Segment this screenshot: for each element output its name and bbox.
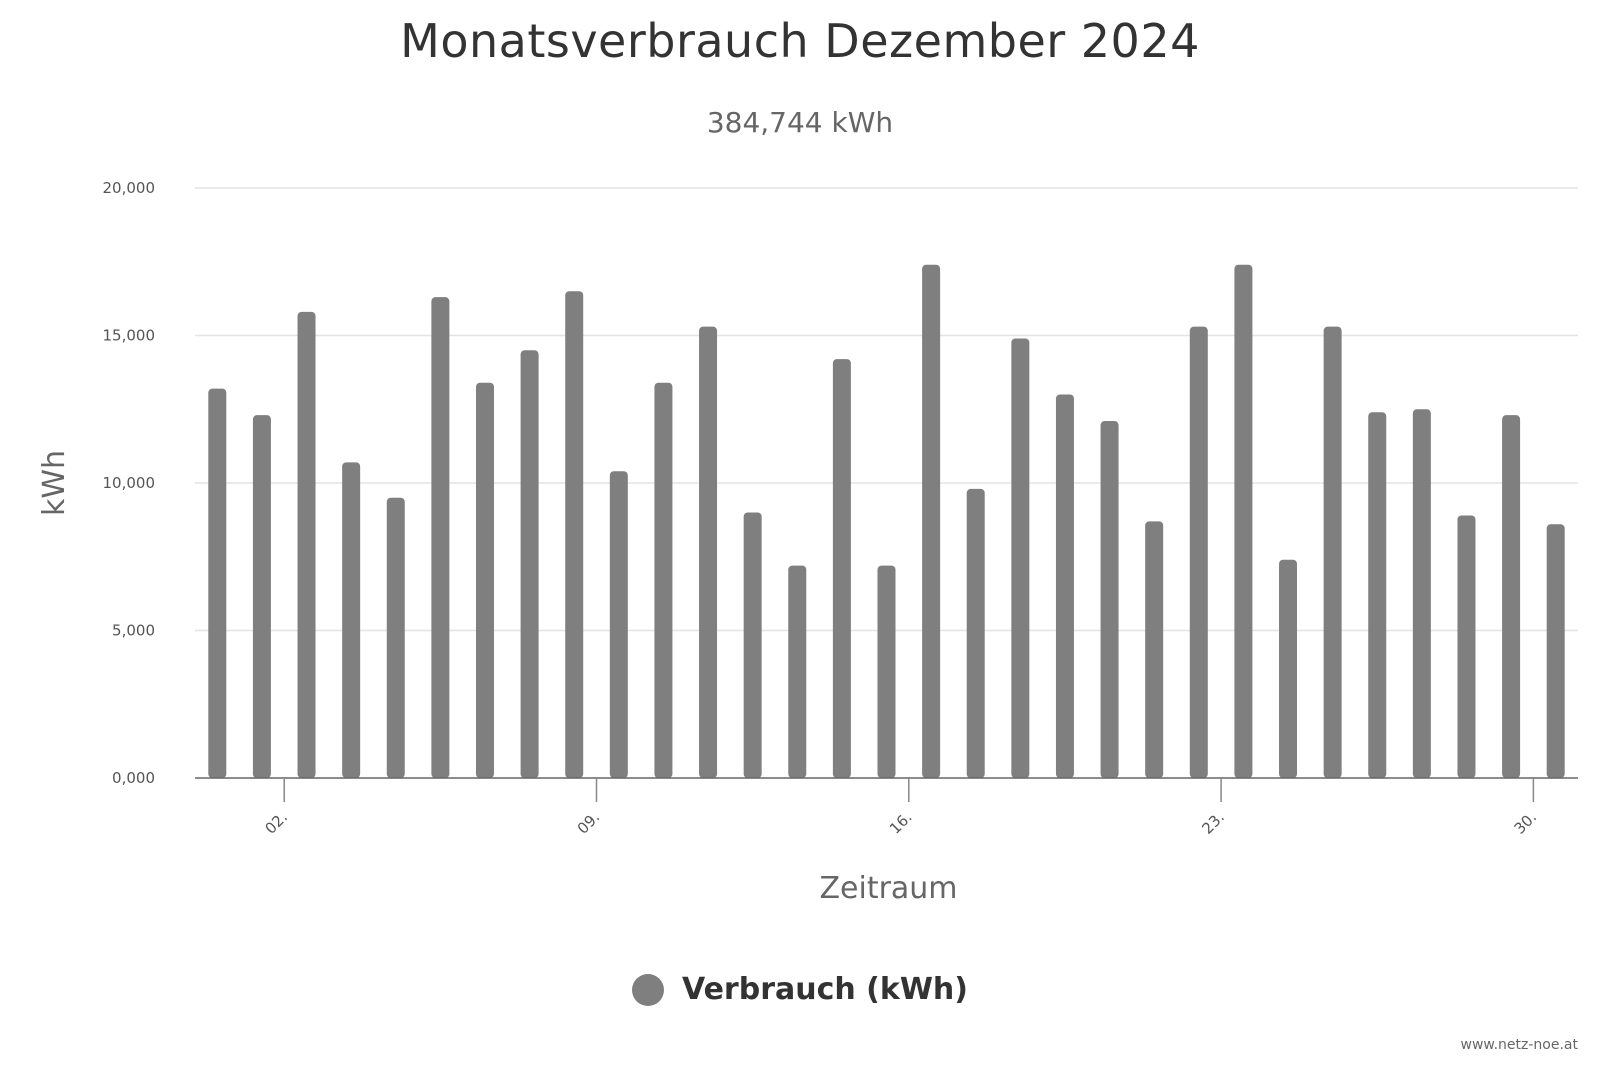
bar xyxy=(342,462,361,778)
bar xyxy=(386,497,405,778)
bar xyxy=(743,512,762,778)
bar xyxy=(966,488,985,778)
bar xyxy=(699,326,718,778)
x-tick-label: 30. xyxy=(1511,808,1541,838)
legend[interactable]: Verbrauch (kWh) xyxy=(0,972,1600,1007)
y-tick-label: 15,000 xyxy=(103,327,156,345)
bar xyxy=(877,565,896,778)
bar xyxy=(1457,515,1476,778)
y-tick-label: 0,000 xyxy=(112,769,155,787)
x-tick-label: 23. xyxy=(1198,808,1228,838)
bar xyxy=(1234,264,1253,778)
bar xyxy=(1055,394,1074,778)
bar xyxy=(922,264,941,778)
bar xyxy=(832,359,851,778)
x-axis-title: Zeitraum xyxy=(819,871,957,906)
bar xyxy=(1100,421,1119,778)
bar xyxy=(252,415,271,778)
bar xyxy=(1323,326,1342,778)
bar xyxy=(1011,338,1030,778)
bar xyxy=(297,311,316,778)
y-axis-title: kWh xyxy=(37,450,72,516)
chart-subtitle: 384,744 kWh xyxy=(706,106,894,139)
y-tick-label: 10,000 xyxy=(103,474,156,492)
bar xyxy=(208,388,227,778)
bar xyxy=(788,565,807,778)
bar xyxy=(1145,521,1164,778)
bar xyxy=(1279,559,1298,778)
y-tick-label: 5,000 xyxy=(112,622,155,640)
x-tick-label: 16. xyxy=(886,808,916,838)
source-credit: www.netz-noe.at xyxy=(1460,1037,1578,1053)
bar xyxy=(520,350,539,778)
bar xyxy=(565,291,584,778)
bar xyxy=(1412,409,1431,778)
bar xyxy=(1546,524,1565,778)
bar xyxy=(1368,412,1387,778)
bar xyxy=(1189,326,1208,778)
bar xyxy=(475,382,494,778)
bar xyxy=(1502,415,1521,778)
bar xyxy=(609,471,628,778)
legend-label: Verbrauch (kWh) xyxy=(682,972,968,1007)
legend-marker-icon xyxy=(632,973,664,1006)
bar xyxy=(431,297,450,778)
x-tick-label: 02. xyxy=(261,808,291,838)
x-tick-label: 09. xyxy=(574,808,604,838)
chart-title: Monatsverbrauch Dezember 2024 xyxy=(400,14,1200,68)
y-tick-label: 20,000 xyxy=(103,179,156,197)
bar xyxy=(654,382,673,778)
